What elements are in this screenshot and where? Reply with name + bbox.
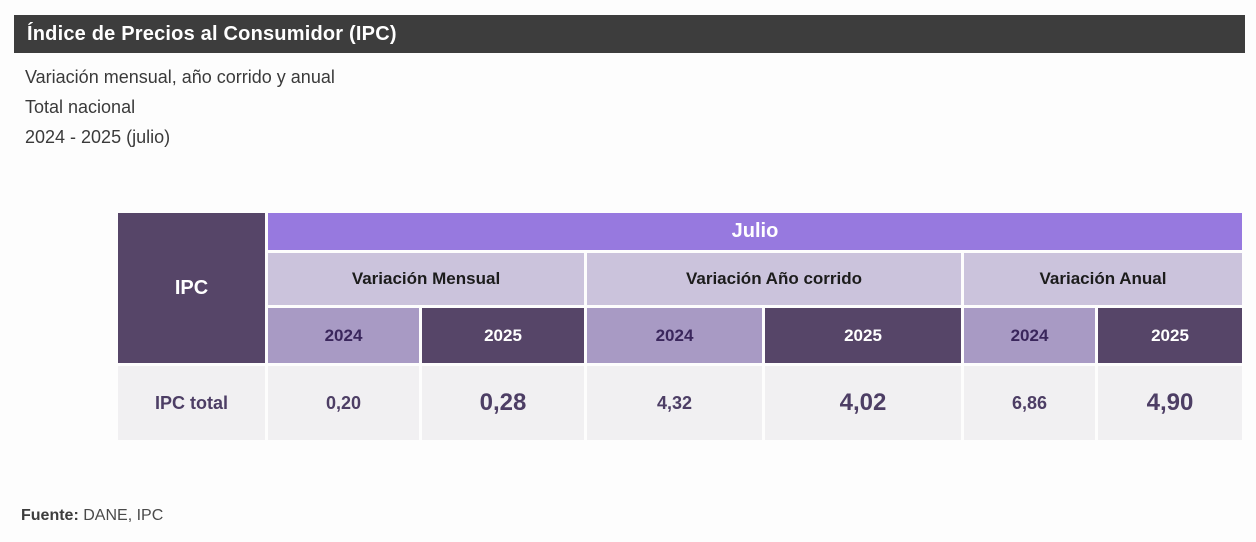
cell-mensual-2024: 0,20 bbox=[268, 366, 419, 440]
source-note: Fuente: DANE, IPC bbox=[21, 507, 163, 525]
table-header-anual-2025: 2025 bbox=[1098, 308, 1242, 363]
cell-mensual-2025: 0,28 bbox=[422, 366, 584, 440]
cell-anual-2025: 4,90 bbox=[1098, 366, 1242, 440]
row-label-ipc-total: IPC total bbox=[118, 366, 265, 440]
subtitle-line-period: 2024 - 2025 (julio) bbox=[25, 127, 171, 147]
subtitle-line-coverage: Total nacional bbox=[25, 97, 136, 117]
subtitle-block: Variación mensual, año corrido y anual T… bbox=[25, 62, 335, 152]
table-header-variacion-anual: Variación Anual bbox=[964, 253, 1242, 305]
subtitle-line-variation: Variación mensual, año corrido y anual bbox=[25, 67, 335, 87]
source-text: DANE, IPC bbox=[83, 507, 164, 524]
page-title: Índice de Precios al Consumidor (IPC) bbox=[27, 22, 397, 45]
table-header-mensual-2024: 2024 bbox=[268, 308, 419, 363]
table-header-anual-2024: 2024 bbox=[964, 308, 1095, 363]
table-corner-ipc: IPC bbox=[118, 213, 265, 363]
table-header-ano-corrido-2025: 2025 bbox=[765, 308, 961, 363]
table-header-variacion-ano-corrido: Variación Año corrido bbox=[587, 253, 961, 305]
source-label: Fuente: bbox=[21, 507, 79, 524]
cell-ano-corrido-2025: 4,02 bbox=[765, 366, 961, 440]
table-header-mensual-2025: 2025 bbox=[422, 308, 584, 363]
cell-anual-2024: 6,86 bbox=[964, 366, 1095, 440]
cell-ano-corrido-2024: 4,32 bbox=[587, 366, 762, 440]
table-header-julio: Julio bbox=[268, 213, 1242, 250]
table-header-variacion-mensual: Variación Mensual bbox=[268, 253, 584, 305]
table-header-ano-corrido-2024: 2024 bbox=[587, 308, 762, 363]
title-bar: Índice de Precios al Consumidor (IPC) bbox=[14, 15, 1245, 53]
ipc-table: IPC Julio Variación Mensual Variación Añ… bbox=[118, 213, 1242, 440]
